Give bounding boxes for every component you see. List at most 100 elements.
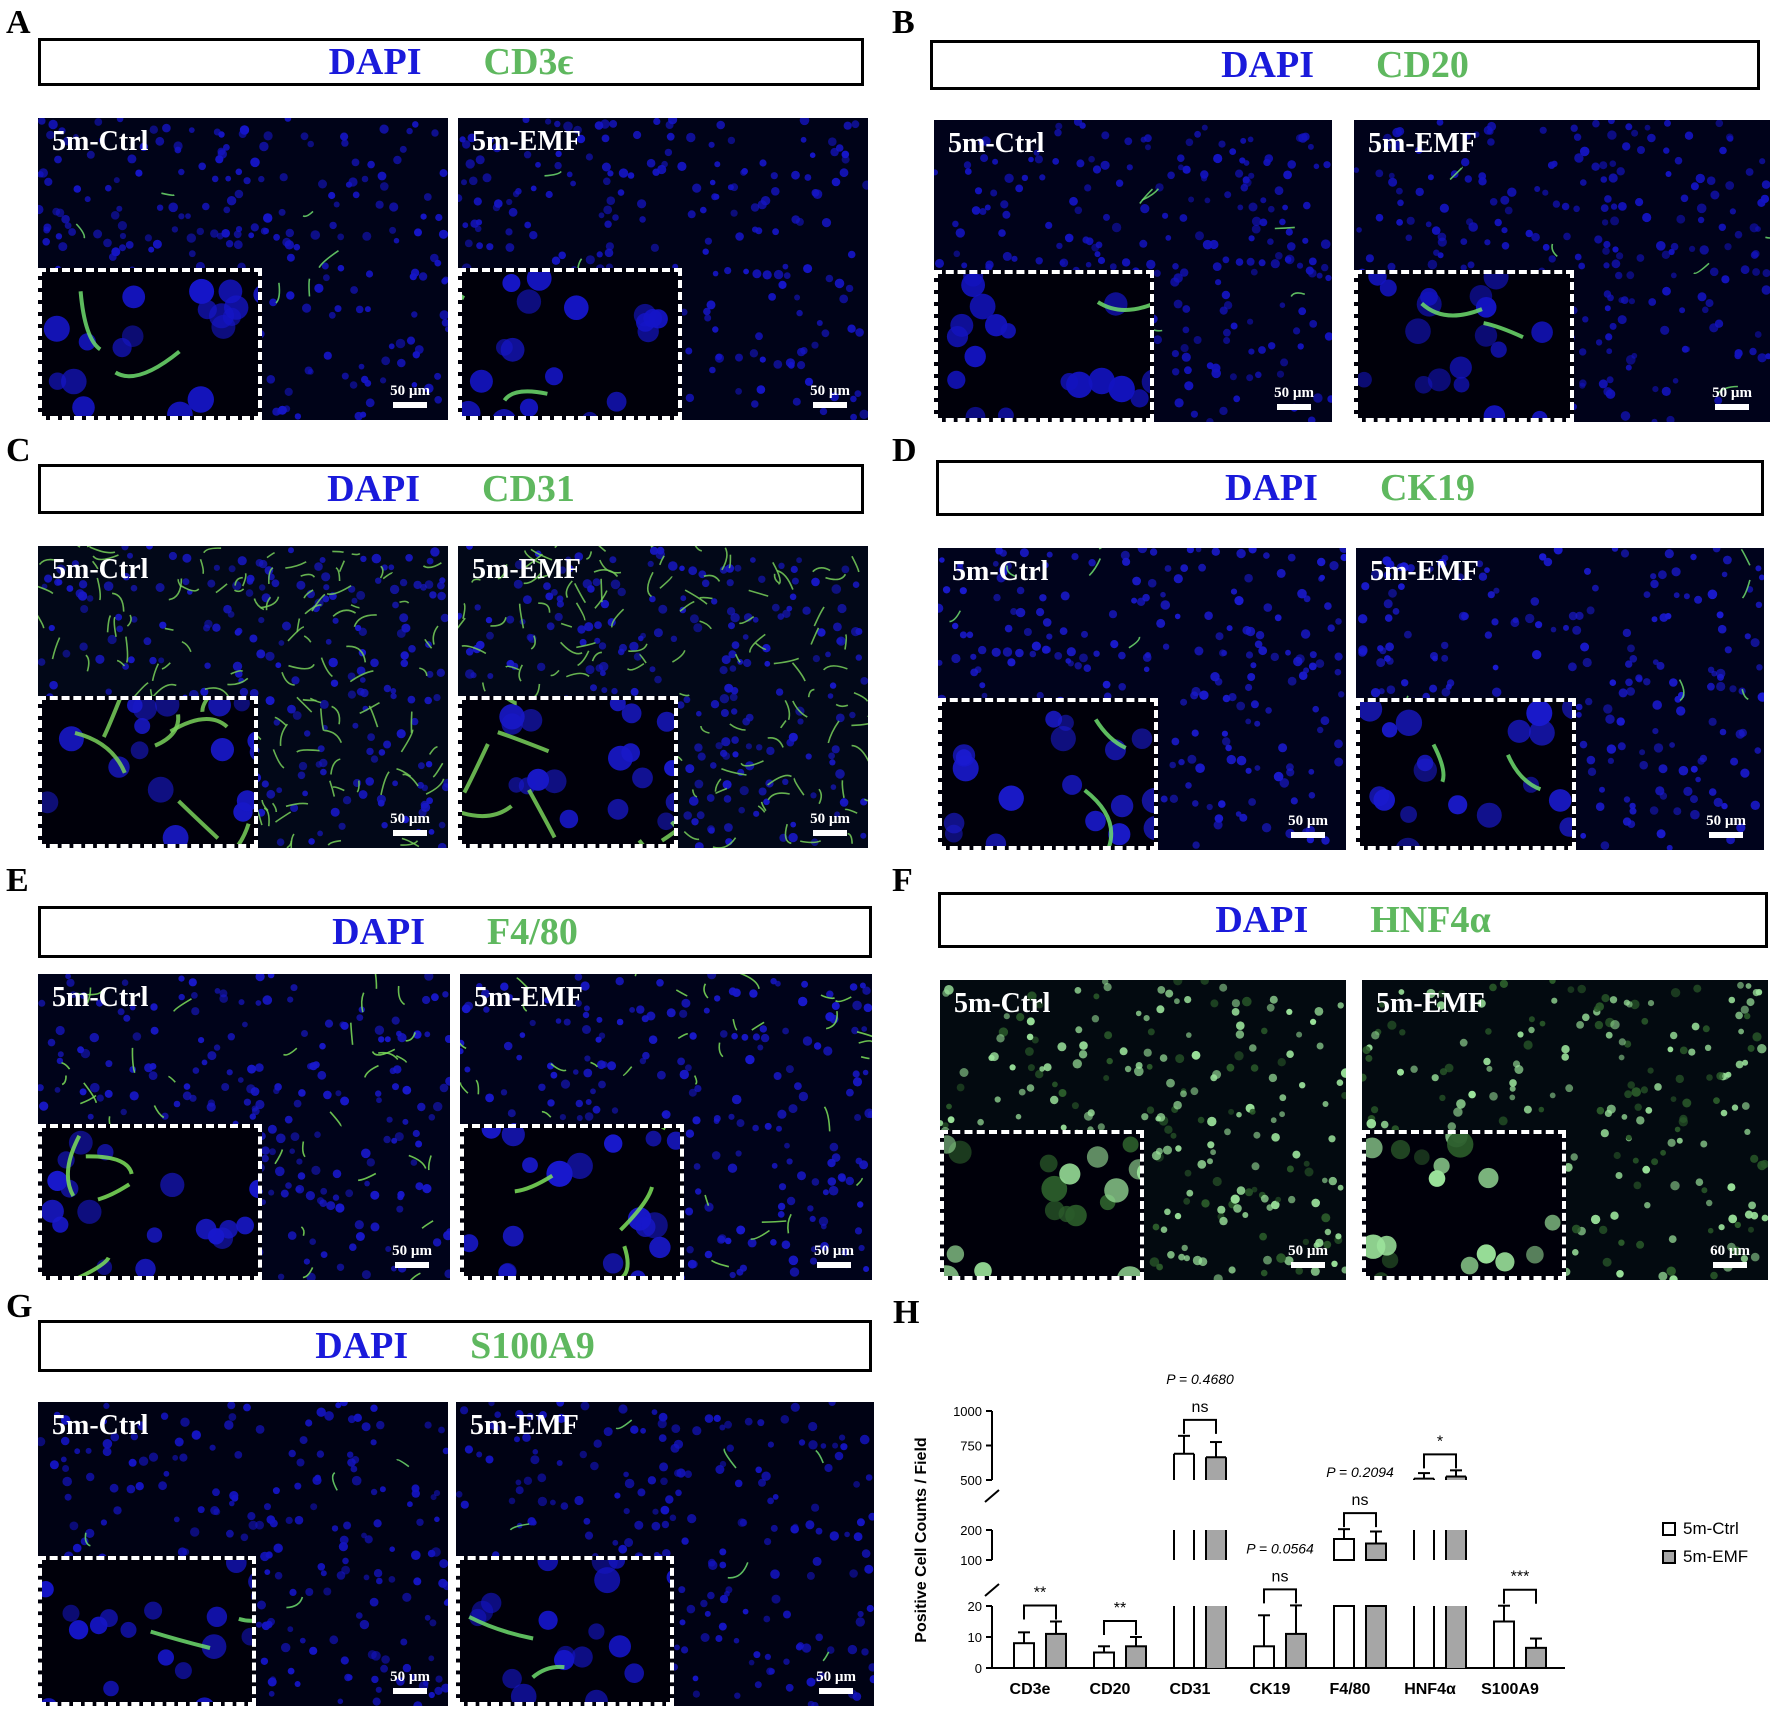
nucleus [513,579,523,589]
nucleus [1383,133,1392,143]
nucleus [764,1122,772,1130]
nucleus [551,256,561,265]
nucleus [255,1000,262,1006]
nucleus [1582,657,1592,668]
nucleus [788,1255,799,1266]
stain-signal [679,600,695,612]
nucleus [494,199,503,208]
stain-signal [461,645,487,655]
nucleus [689,796,699,806]
nucleus [761,1471,771,1481]
nucleus [1072,1059,1082,1069]
panel-a: A DAPI CD3ϵ 5m-Ctrl 50 µm 5m-EMF 50 µm [0,0,886,428]
nucleus [1676,214,1686,224]
nucleus [430,547,440,557]
nucleus [952,220,959,228]
nucleus [1313,1242,1320,1249]
nucleus [1735,1011,1743,1020]
nucleus [287,1231,297,1240]
nucleus [723,795,732,803]
nucleus [62,649,71,658]
nucleus [1427,368,1451,392]
nucleus [825,274,834,283]
nucleus [1081,630,1088,638]
nucleus [1271,1133,1280,1142]
nucleus [864,1564,874,1574]
nucleus [790,565,798,573]
nucleus [399,145,407,153]
nucleus [433,694,441,702]
nucleus [1552,200,1561,208]
stain-signal [721,547,728,571]
nucleus [611,1107,619,1114]
nucleus [1186,1032,1192,1038]
stain-header: DAPI S100A9 [38,1320,872,1372]
nucleus [174,1437,184,1447]
nucleus [1250,662,1257,669]
nucleus [783,1610,791,1619]
nucleus [485,616,493,624]
nucleus [1103,213,1110,221]
nucleus [991,647,1001,657]
nucleus [731,708,738,715]
nucleus [226,1069,233,1076]
nucleus [861,1549,871,1558]
nucleus [1360,702,1383,722]
nucleus [697,752,706,761]
nucleus [1427,174,1434,181]
nucleus [42,791,59,814]
stain-signal [1741,579,1751,599]
stain-header: DAPI CD3ϵ [38,38,864,86]
nucleus [564,295,589,320]
nucleus [649,666,656,673]
nucleus [1529,719,1555,746]
nucleus [423,193,432,201]
nucleus [711,1151,721,1160]
nucleus [1427,259,1438,270]
stain-signal [728,554,732,569]
nucleus [676,1468,686,1478]
nucleus [426,670,434,678]
nucleus [155,136,165,146]
nucleus [174,146,182,154]
nucleus [1609,160,1617,167]
stain-signal [659,576,673,589]
nucleus [1297,588,1307,599]
nucleus [348,585,356,593]
p-value-label: P = 0.2094 [1326,1464,1394,1480]
stain-signal [1483,321,1524,340]
nucleus [1197,1160,1207,1169]
nucleus [353,778,362,788]
nucleus [623,1471,629,1478]
significance-bracket [1263,1588,1297,1604]
nucleus [349,381,358,389]
nucleus [1758,574,1764,581]
stain-header: DAPI CD31 [38,464,864,514]
nucleus [770,1239,777,1246]
stain-signal [326,585,352,595]
nucleus [686,132,696,143]
nucleus [174,1662,192,1680]
stain-signal [776,569,794,590]
nucleus [1582,1013,1590,1022]
stain-signal [1290,292,1306,297]
nucleus [1102,680,1111,689]
panel-letter: E [6,862,29,899]
significance-bracket [1183,1418,1217,1434]
nucleus [1251,224,1261,234]
nucleus [1215,632,1224,641]
stain-signal [75,223,86,239]
nucleus [964,168,972,175]
nucleus [1213,153,1223,164]
nucleus [1441,554,1449,562]
nucleus [853,1532,863,1542]
nucleus [866,1604,874,1613]
nucleus [1174,1212,1182,1220]
nucleus [379,124,389,134]
nucleus [1750,638,1760,648]
stain-signal [462,294,466,300]
nucleus [1399,562,1409,572]
nucleus [1629,655,1638,663]
nucleus [204,662,211,669]
nucleus [1709,267,1719,277]
